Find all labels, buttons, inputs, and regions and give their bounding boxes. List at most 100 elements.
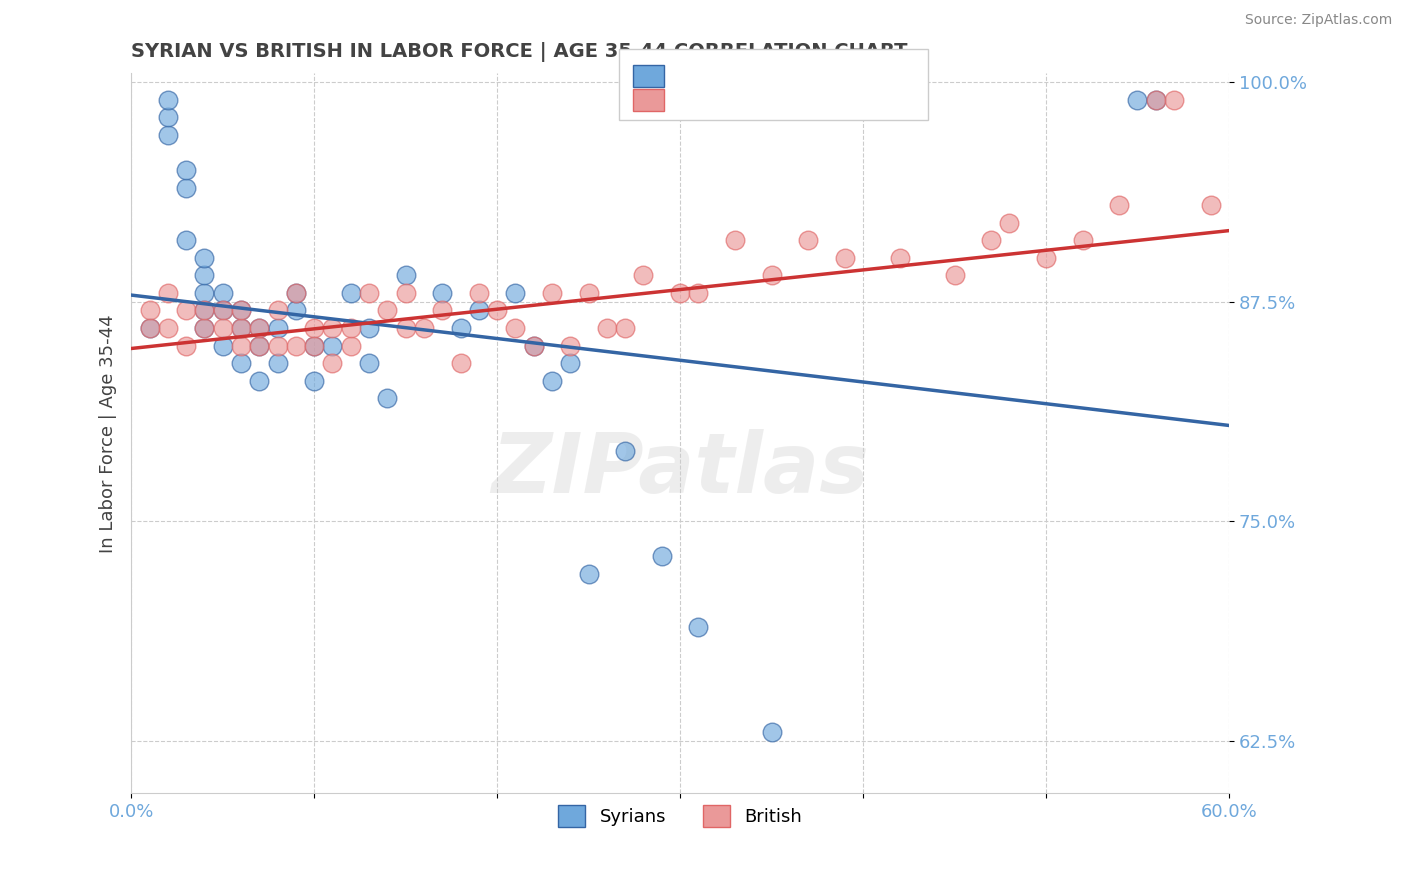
Point [247,338,270,352]
Point [889,251,911,265]
Point [468,303,491,318]
Point [174,180,197,194]
Point [377,303,399,318]
Point [1126,93,1149,107]
Point [211,285,233,300]
Point [395,268,418,283]
Point [1144,93,1167,107]
Point [321,338,343,352]
Point [339,285,361,300]
Point [247,321,270,335]
Point [174,233,197,247]
Point [395,285,418,300]
Point [266,338,288,352]
Point [395,321,418,335]
Point [541,374,564,388]
Point [302,338,325,352]
Point [284,285,307,300]
Point [247,374,270,388]
Point [302,374,325,388]
Point [302,321,325,335]
Point [229,356,252,370]
Point [321,356,343,370]
Text: ZIPatlas: ZIPatlas [491,429,869,510]
Point [1071,233,1094,247]
Point [450,321,472,335]
Point [523,338,546,352]
Point [688,285,710,300]
Point [302,338,325,352]
Point [266,321,288,335]
Text: SYRIAN VS BRITISH IN LABOR FORCE | AGE 35-44 CORRELATION CHART: SYRIAN VS BRITISH IN LABOR FORCE | AGE 3… [131,42,908,62]
Point [541,285,564,300]
Point [193,303,215,318]
Point [174,163,197,178]
Text: R = 0.424   N = 47: R = 0.424 N = 47 [654,61,853,79]
Point [578,566,600,581]
Point [578,285,600,300]
Point [468,285,491,300]
Point [211,303,233,318]
Point [797,233,820,247]
Point [193,268,215,283]
Point [138,321,160,335]
Point [266,303,288,318]
Point [229,321,252,335]
Point [560,338,582,352]
Point [193,285,215,300]
Point [614,321,637,335]
Point [174,338,197,352]
Text: R = 0.482   N = 58: R = 0.482 N = 58 [654,87,855,106]
Point [339,321,361,335]
Point [1199,198,1222,212]
Point [413,321,436,335]
Point [1163,93,1185,107]
Point [247,321,270,335]
Point [815,830,838,845]
Y-axis label: In Labor Force | Age 35-44: In Labor Force | Age 35-44 [100,314,117,553]
Point [998,216,1021,230]
Point [523,338,546,352]
Point [834,251,856,265]
Point [284,338,307,352]
Point [193,321,215,335]
Point [156,111,179,125]
Point [211,303,233,318]
Point [943,268,966,283]
Point [193,251,215,265]
Point [229,303,252,318]
Point [156,321,179,335]
Point [688,619,710,633]
Point [284,303,307,318]
Point [266,356,288,370]
Point [174,303,197,318]
Point [505,321,527,335]
Point [229,321,252,335]
Point [359,321,381,335]
Point [156,285,179,300]
Point [596,321,619,335]
Point [138,321,160,335]
Point [980,233,1002,247]
Point [156,128,179,142]
Text: Source: ZipAtlas.com: Source: ZipAtlas.com [1244,13,1392,28]
Point [229,303,252,318]
Point [761,268,783,283]
Point [359,356,381,370]
Point [211,321,233,335]
Point [761,725,783,739]
Point [138,303,160,318]
Point [669,285,692,300]
Point [560,356,582,370]
Point [1108,198,1130,212]
Point [193,303,215,318]
Point [486,303,509,318]
Point [377,391,399,405]
Point [321,321,343,335]
Legend: Syrians, British: Syrians, British [551,798,808,835]
Point [247,338,270,352]
Point [211,338,233,352]
Point [229,338,252,352]
Point [1035,251,1057,265]
Point [359,285,381,300]
